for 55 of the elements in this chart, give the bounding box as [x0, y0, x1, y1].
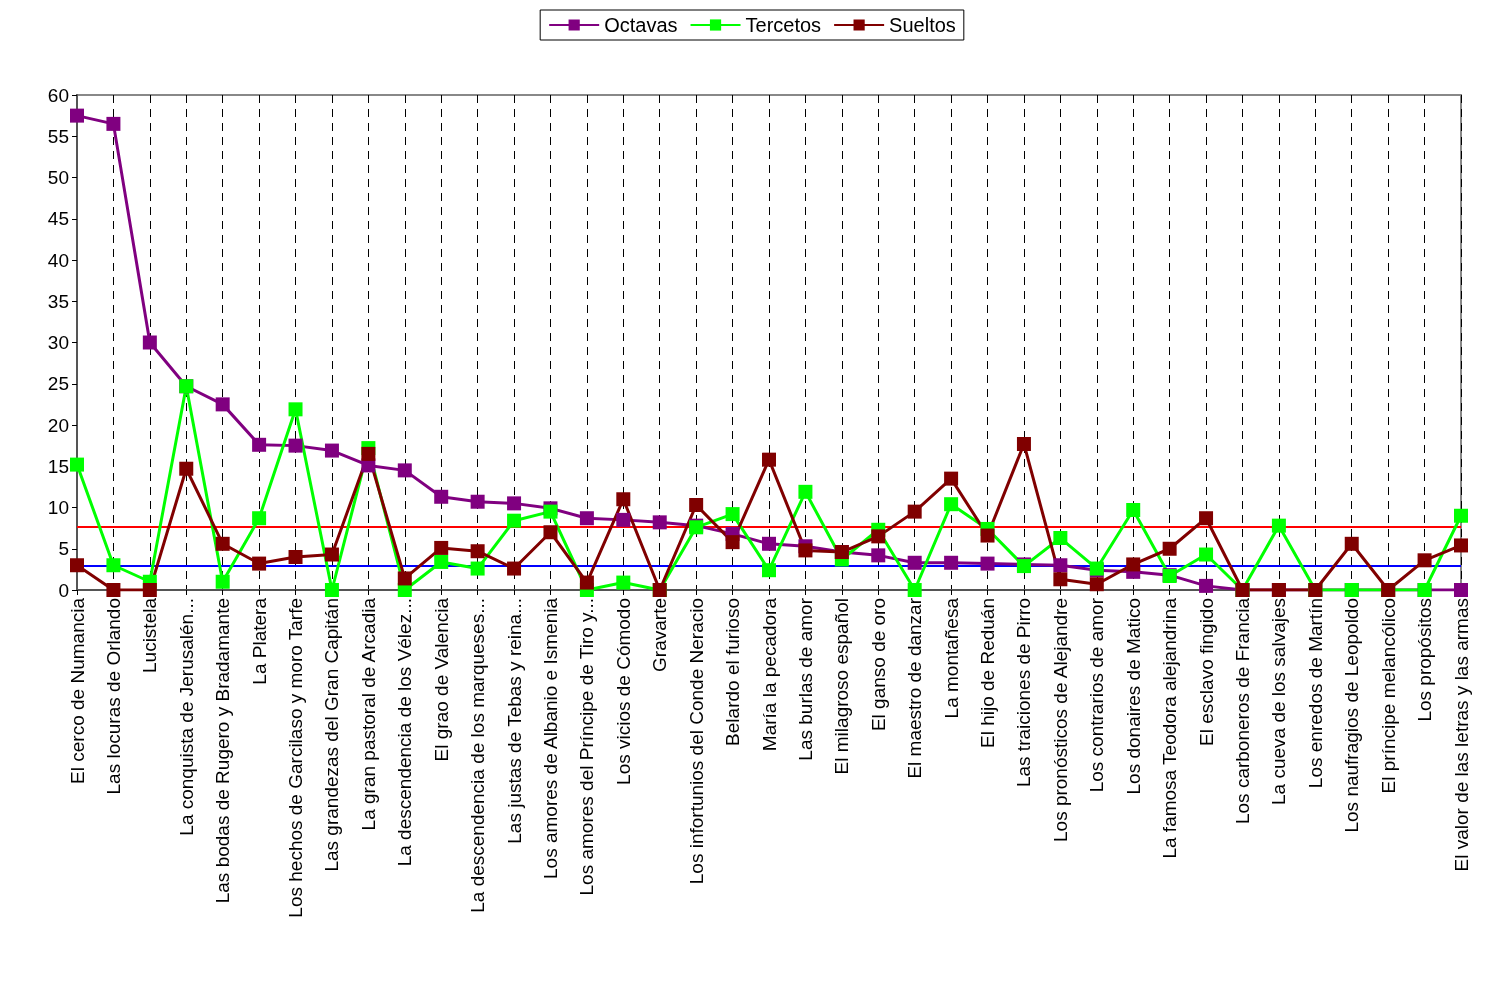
x-tick-label: María la pecadora	[758, 597, 780, 752]
x-tick-label: El ganso de oro	[867, 598, 889, 732]
x-tick-label: La descendencia de los marqueses...	[467, 598, 489, 913]
y-tick-label: 50	[47, 167, 69, 188]
y-tick-label: 60	[47, 84, 69, 106]
y-tick-label: 10	[47, 497, 69, 518]
x-tick-label: El milagroso español	[831, 598, 853, 775]
legend-label: Tercetos	[745, 14, 822, 36]
y-tick-label: 25	[47, 373, 69, 395]
x-tick-label: Belardo el furioso	[722, 598, 744, 746]
y-tick-label: 55	[47, 125, 69, 147]
y-tick-label: 0	[58, 579, 69, 601]
x-tick-label: La cueva de los salvajes	[1268, 598, 1290, 806]
legend-label: Sueltos	[889, 14, 956, 36]
y-tick-label: 40	[47, 249, 69, 271]
x-tick-label: Los hechos de Garcilaso y moro Tarfe	[285, 598, 307, 918]
y-tick-label: 20	[47, 414, 69, 436]
x-tick-label: Los amores de Albanio e Ismenia	[539, 597, 561, 879]
x-tick-label: El grao de Valencia	[430, 597, 452, 762]
y-tick-label: 35	[47, 290, 69, 312]
x-tick-label: Los contrarios de amor	[1086, 597, 1108, 793]
legend-label: Octavas	[604, 14, 678, 36]
x-tick-label: El cerco de Numancia	[66, 597, 88, 784]
x-tick-label: Las bodas de Rugero y Bradamante	[212, 598, 234, 904]
y-tick-label: 45	[47, 208, 69, 230]
x-tick-label: La montañesa	[940, 597, 962, 719]
x-tick-label: Lucistela	[139, 597, 161, 673]
x-tick-label: Los infortunios del Conde Neracio	[685, 598, 707, 885]
x-tick-label: La descendencia de los Vélez...	[394, 598, 416, 867]
x-tick-label: Gravarte	[649, 598, 671, 672]
y-tick-label: 5	[58, 538, 69, 560]
x-tick-label: El esclavo fingido	[1195, 598, 1217, 746]
x-tick-label: Los amores del Príncipe de Tiro y...	[576, 598, 598, 896]
x-tick-label: Los propósitos	[1414, 598, 1436, 722]
x-tick-label: Los enredos de Martín	[1304, 598, 1326, 789]
x-tick-label: La Platera	[248, 597, 270, 685]
x-tick-label: Las burlas de amor	[794, 597, 816, 761]
x-tick-label: El maestro de danzar	[904, 597, 926, 779]
x-tick-label: Los donaires de Matico	[1122, 598, 1144, 795]
x-tick-label: Los pronósticos de Alejandre	[1049, 598, 1071, 842]
x-tick-label: Las traiciones de Pirro	[1013, 598, 1035, 788]
x-tick-label: Las grandezas del Gran Capitán	[321, 598, 343, 872]
x-tick-label: El príncipe melancólico	[1377, 598, 1399, 794]
x-tick-label: Las locuras de Orlando	[102, 598, 124, 795]
x-tick-label: Las justas de Tebas y reina...	[503, 598, 525, 844]
x-tick-label: La famosa Teodora alejandrina	[1159, 597, 1181, 859]
x-tick-label: Los naufragios de Leopoldo	[1341, 598, 1363, 833]
x-tick-label: El valor de las letras y las armas	[1450, 598, 1472, 872]
x-tick-label: La gran pastoral de Arcadia	[357, 597, 379, 831]
x-tick-label: La conquista de Jerusalén...	[175, 598, 197, 836]
x-tick-label: Los carboneros de Francia	[1231, 597, 1253, 825]
x-tick-label: Los vicios de Cómodo	[612, 598, 634, 785]
y-tick-label: 30	[47, 332, 69, 353]
x-tick-label: El hijo de Reduán	[977, 598, 999, 748]
y-tick-label: 15	[47, 455, 69, 477]
